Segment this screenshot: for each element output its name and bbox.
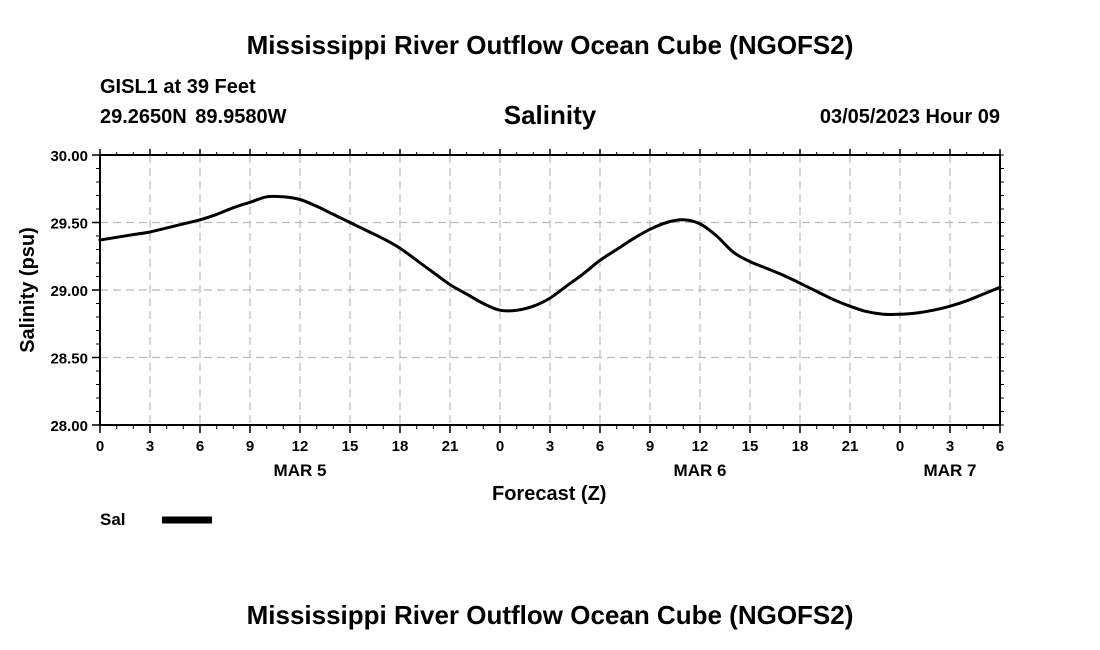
x-tick-label: 0 xyxy=(496,438,504,455)
x-tick-label: 15 xyxy=(342,438,359,455)
x-tick-label: 21 xyxy=(442,438,459,455)
legend: Sal xyxy=(100,510,212,529)
x-tick-label: 6 xyxy=(596,438,604,455)
x-tick-label: 15 xyxy=(742,438,759,455)
x-tick-label: 6 xyxy=(996,438,1004,455)
station-label: GISL1 at 39 Feet xyxy=(100,76,256,98)
x-tick-label: 3 xyxy=(546,438,554,455)
plot-frame xyxy=(99,154,1001,426)
x-tick-label: 21 xyxy=(842,438,859,455)
footer-title: Mississippi River Outflow Ocean Cube (NG… xyxy=(246,600,854,630)
grid-layer xyxy=(100,155,1000,425)
x-tick-label: 3 xyxy=(146,438,154,455)
y-tick-label: 29.00 xyxy=(50,283,88,300)
x-tick-label: 6 xyxy=(196,438,204,455)
x-tick-label: 12 xyxy=(292,438,309,455)
labels-layer: 28.00 28.50 29.00 29.50 30.00 0 3 6 9 12 15 18 21 0 3 6… xyxy=(50,148,1004,480)
series-line-sal xyxy=(98,194,1002,317)
x-tick-label: 12 xyxy=(692,438,709,455)
x-tick-label: 0 xyxy=(96,438,104,455)
day-label: MAR 5 xyxy=(274,461,327,480)
x-tick-label: 18 xyxy=(392,438,409,455)
y-tick-label: 30.00 xyxy=(50,148,88,165)
legend-label-sal: Sal xyxy=(100,510,126,529)
forecast-datetime: 03/05/2023 Hour 09 xyxy=(819,106,1000,128)
y-tick-label: 29.50 xyxy=(50,216,88,233)
x-tick-label: 3 xyxy=(946,438,954,455)
day-label: MAR 6 xyxy=(674,461,727,480)
y-tick-label: 28.00 xyxy=(50,418,88,435)
x-axis-label: Forecast (Z) xyxy=(492,483,606,505)
x-tick-label: 0 xyxy=(896,438,904,455)
x-tick-label: 18 xyxy=(792,438,809,455)
ticks-layer xyxy=(92,149,1004,433)
coordinates-label: 29.2650N 89.9580W xyxy=(100,106,287,128)
x-tick-label: 9 xyxy=(246,438,254,455)
chart-title: Salinity xyxy=(503,100,597,130)
x-tick-label: 9 xyxy=(646,438,654,455)
main-title: Mississippi River Outflow Ocean Cube (NG… xyxy=(246,30,854,60)
y-axis-label: Salinity (psu) xyxy=(17,227,39,353)
y-tick-label: 28.50 xyxy=(50,351,88,368)
day-label: MAR 7 xyxy=(924,461,977,480)
